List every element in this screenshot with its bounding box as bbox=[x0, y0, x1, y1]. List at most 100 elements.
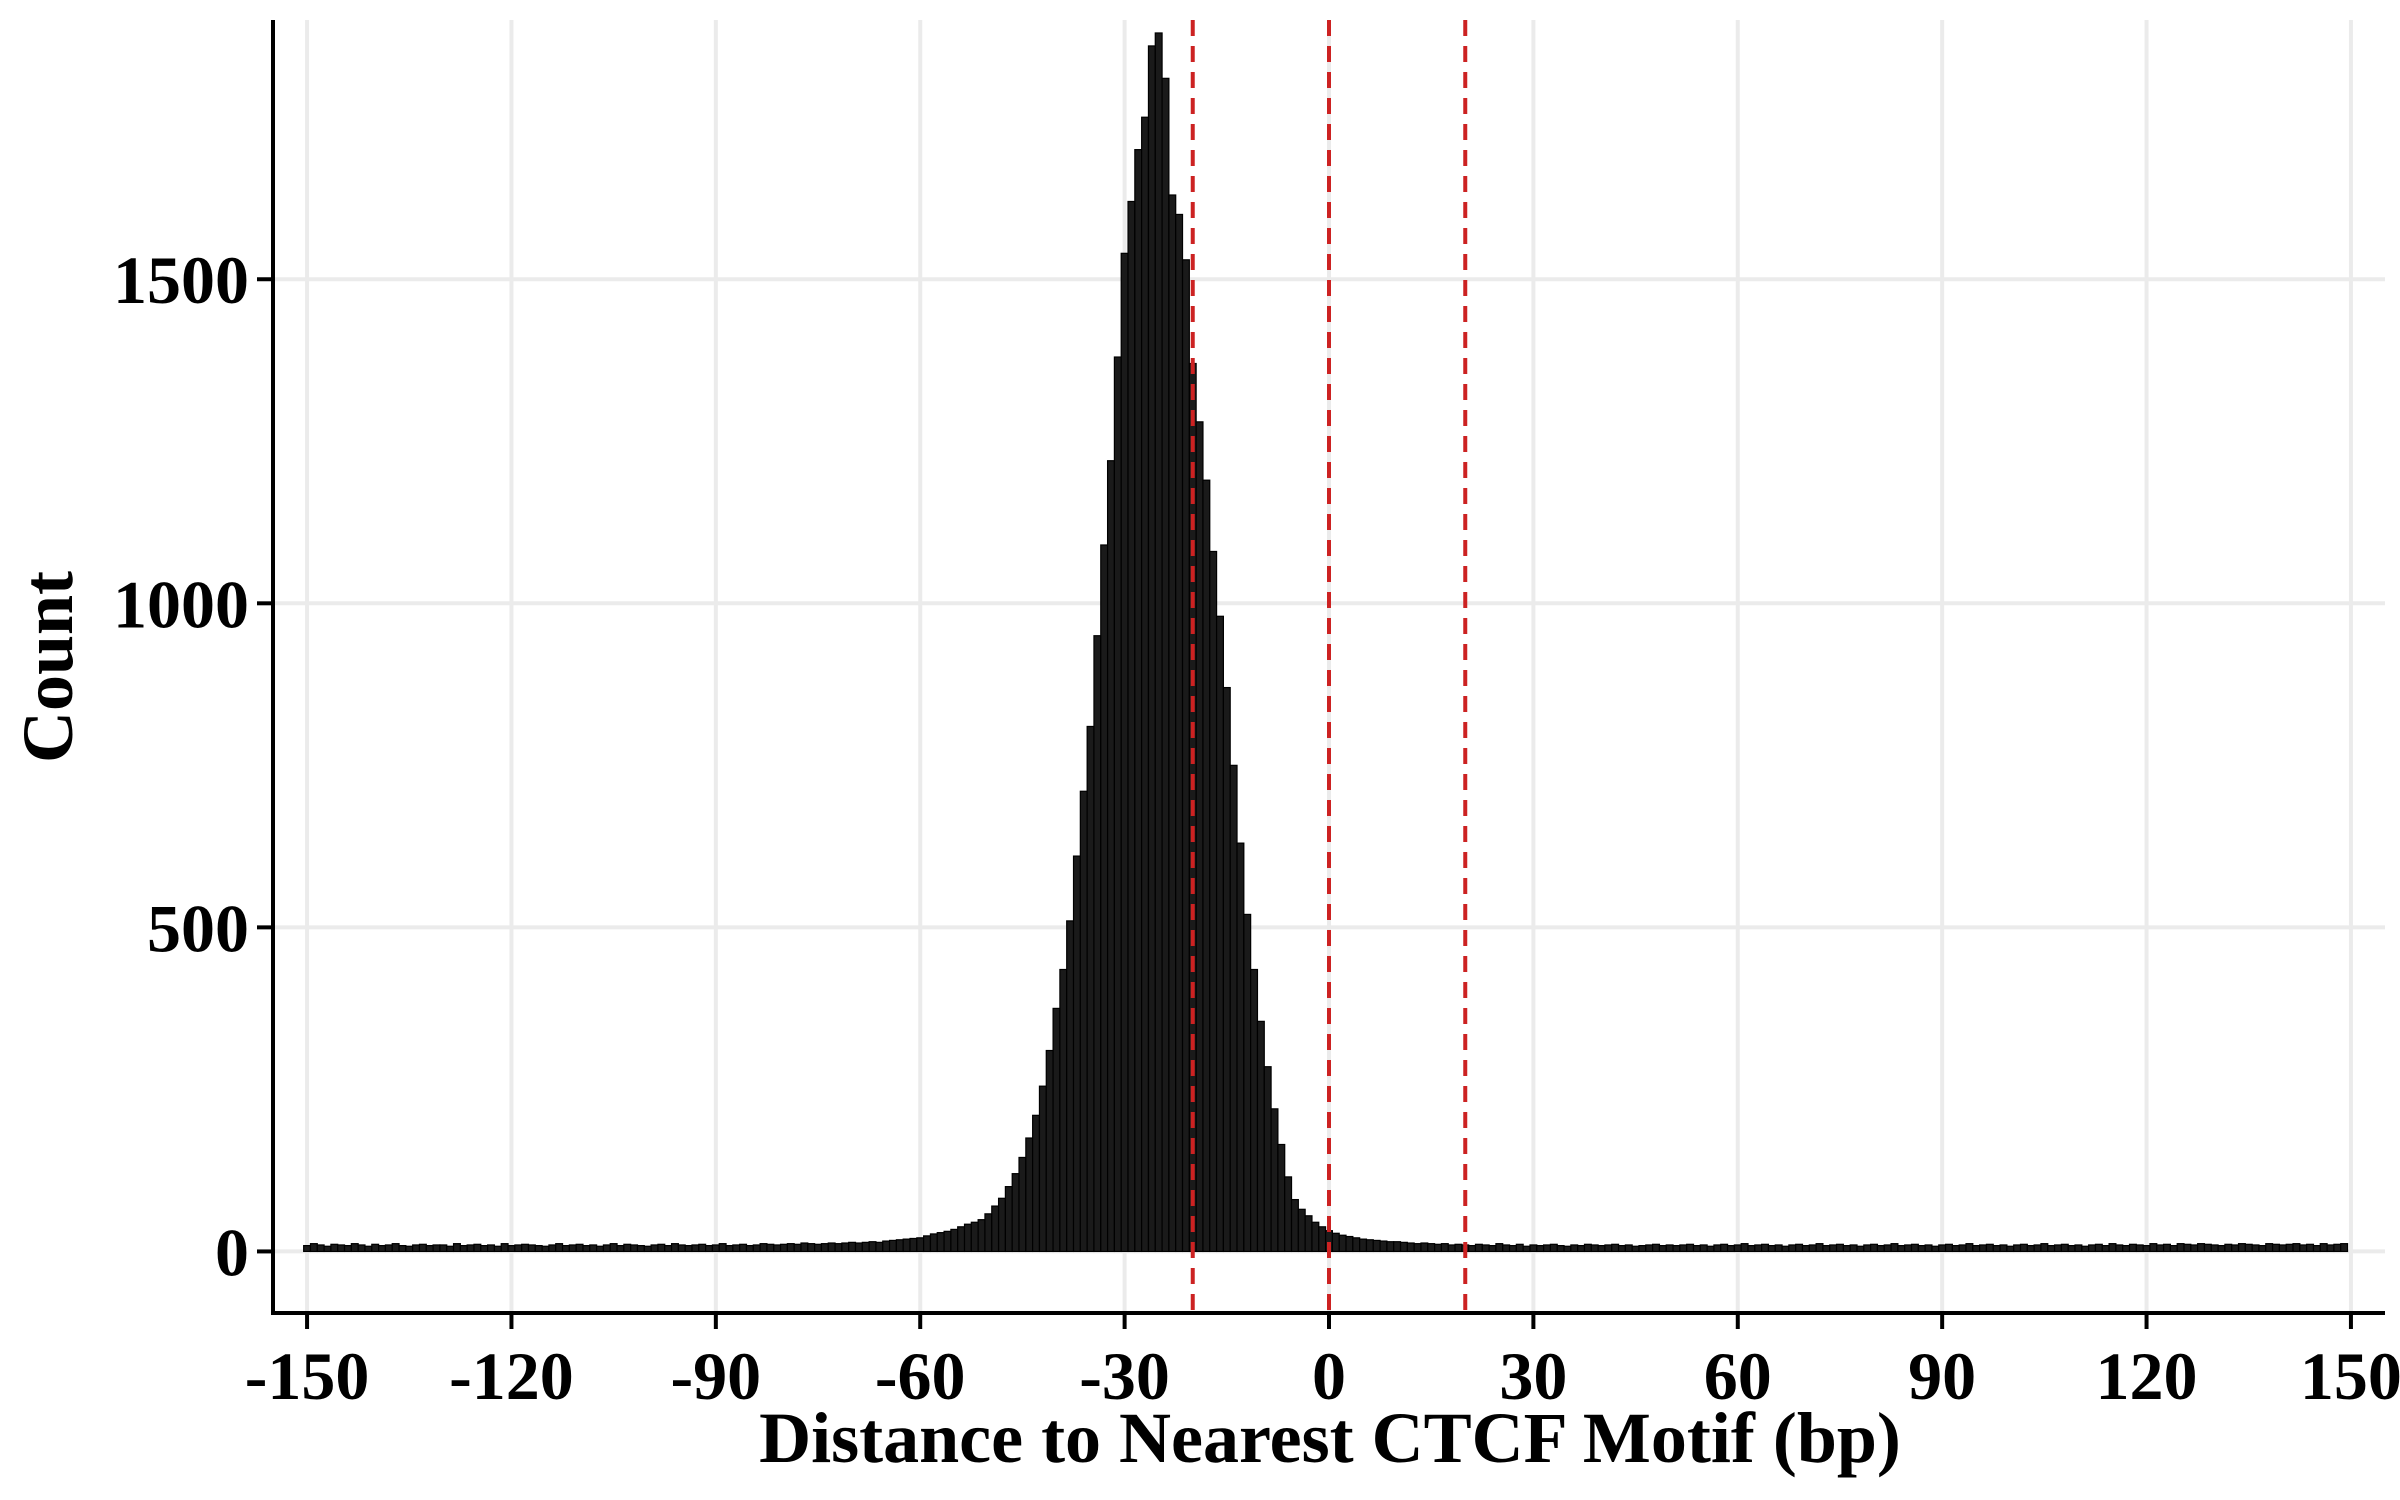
histogram-bar bbox=[977, 1219, 986, 1253]
histogram-bar bbox=[1440, 1243, 1449, 1253]
histogram-bar bbox=[2285, 1243, 2294, 1253]
histogram-bar bbox=[936, 1232, 945, 1253]
histogram-bar bbox=[480, 1244, 489, 1253]
histogram-bar bbox=[745, 1244, 754, 1253]
histogram-bar bbox=[1209, 550, 1218, 1253]
histogram-bar bbox=[2340, 1243, 2349, 1253]
histogram-bar bbox=[541, 1245, 550, 1253]
histogram-bar bbox=[2237, 1243, 2246, 1253]
histogram-bar bbox=[2292, 1243, 2301, 1253]
histogram-bar bbox=[1386, 1241, 1395, 1253]
histogram-bar bbox=[1679, 1244, 1688, 1253]
histogram-bar bbox=[1250, 968, 1259, 1253]
histogram-bar bbox=[521, 1243, 530, 1253]
histogram-bar bbox=[1072, 855, 1081, 1253]
histogram-bar bbox=[1359, 1238, 1368, 1253]
histogram-bar bbox=[2169, 1244, 2178, 1253]
histogram-bar bbox=[1454, 1243, 1463, 1253]
histogram-bar bbox=[1788, 1244, 1797, 1253]
histogram-bar bbox=[902, 1238, 911, 1253]
x-tick-label: 60 bbox=[1704, 1338, 1772, 1414]
histogram-bar bbox=[2162, 1243, 2171, 1253]
x-tick-label: 90 bbox=[1908, 1338, 1976, 1414]
histogram-bar bbox=[357, 1244, 366, 1253]
histogram-bar bbox=[602, 1244, 611, 1253]
histogram-bar bbox=[1495, 1243, 1504, 1253]
histogram-bar bbox=[1699, 1244, 1708, 1253]
histogram-bar bbox=[1365, 1239, 1374, 1253]
histogram-bar bbox=[923, 1235, 932, 1253]
x-tick-label: -90 bbox=[671, 1338, 762, 1414]
histogram-bar bbox=[1481, 1244, 1490, 1253]
histogram-bar bbox=[1624, 1244, 1633, 1253]
histogram-bar bbox=[1597, 1244, 1606, 1253]
histogram-bar bbox=[1420, 1242, 1429, 1253]
histogram-bar bbox=[698, 1243, 707, 1253]
y-tick-label: 1500 bbox=[113, 242, 249, 318]
y-tick-label: 0 bbox=[215, 1214, 249, 1290]
histogram-bar bbox=[1277, 1143, 1286, 1253]
histogram-bar bbox=[2258, 1244, 2267, 1253]
histogram-bar bbox=[630, 1244, 639, 1253]
histogram-bar bbox=[1583, 1243, 1592, 1253]
histogram-bar bbox=[1692, 1244, 1701, 1253]
histogram-bar bbox=[997, 1197, 1006, 1253]
histogram-bar bbox=[2149, 1243, 2158, 1253]
histogram-bar bbox=[1284, 1176, 1293, 1253]
histogram-bar bbox=[2019, 1243, 2028, 1253]
y-tick-label: 1000 bbox=[113, 566, 249, 642]
histogram-bar bbox=[718, 1243, 727, 1253]
histogram-bar bbox=[2190, 1244, 2199, 1253]
histogram-bar bbox=[1086, 725, 1095, 1253]
histogram-bar bbox=[1549, 1243, 1558, 1253]
histogram-bar bbox=[1958, 1244, 1967, 1253]
histogram-bar bbox=[1025, 1137, 1034, 1253]
histogram-bar bbox=[548, 1244, 557, 1253]
histogram-bar bbox=[1863, 1244, 1872, 1253]
histogram-bar bbox=[534, 1244, 543, 1253]
histogram-bar bbox=[1038, 1085, 1047, 1253]
histogram-bar bbox=[834, 1243, 843, 1253]
histogram-bar bbox=[582, 1244, 591, 1253]
histogram-bar bbox=[1059, 968, 1068, 1253]
histogram-bar bbox=[670, 1243, 679, 1253]
histogram-bar bbox=[343, 1244, 352, 1253]
histogram-bar bbox=[1577, 1244, 1586, 1253]
histogram-bar bbox=[350, 1243, 359, 1253]
x-tick-label: 30 bbox=[1499, 1338, 1567, 1414]
histogram-bar bbox=[1488, 1244, 1497, 1253]
histogram-bar bbox=[527, 1244, 536, 1253]
histogram-bar bbox=[1195, 421, 1204, 1253]
histogram-bar bbox=[1924, 1244, 1933, 1253]
x-tick-label: 0 bbox=[1312, 1338, 1346, 1414]
histogram-bar bbox=[929, 1233, 938, 1253]
histogram-bar bbox=[384, 1244, 393, 1253]
histogram-bar bbox=[1808, 1244, 1817, 1253]
histogram-bar bbox=[1154, 32, 1163, 1253]
histogram-bar bbox=[1399, 1241, 1408, 1253]
histogram-bar bbox=[330, 1243, 339, 1253]
histogram-bar bbox=[1502, 1244, 1511, 1253]
histogram-bar bbox=[650, 1244, 659, 1253]
histogram-bar bbox=[398, 1244, 407, 1253]
histogram-bar bbox=[500, 1243, 509, 1253]
histogram-bar bbox=[1570, 1244, 1579, 1253]
histogram-bar bbox=[1406, 1242, 1415, 1253]
histogram-bar bbox=[2047, 1244, 2056, 1253]
histogram-bar bbox=[1842, 1244, 1851, 1253]
histogram-bar bbox=[1985, 1243, 1994, 1253]
histogram-bar bbox=[759, 1243, 768, 1253]
histogram-bar bbox=[1331, 1232, 1340, 1253]
histogram-bar bbox=[1236, 842, 1245, 1253]
histogram-bar bbox=[1106, 460, 1115, 1253]
histogram-bar bbox=[575, 1243, 584, 1253]
histogram-bar bbox=[773, 1244, 782, 1253]
histogram-bar bbox=[1563, 1245, 1572, 1253]
histogram-bar bbox=[514, 1244, 523, 1253]
histogram-bar bbox=[875, 1241, 884, 1253]
histogram-bar bbox=[2128, 1243, 2137, 1253]
histogram-bar bbox=[371, 1243, 380, 1253]
histogram-bar bbox=[2251, 1244, 2260, 1253]
histogram-bar bbox=[739, 1243, 748, 1253]
